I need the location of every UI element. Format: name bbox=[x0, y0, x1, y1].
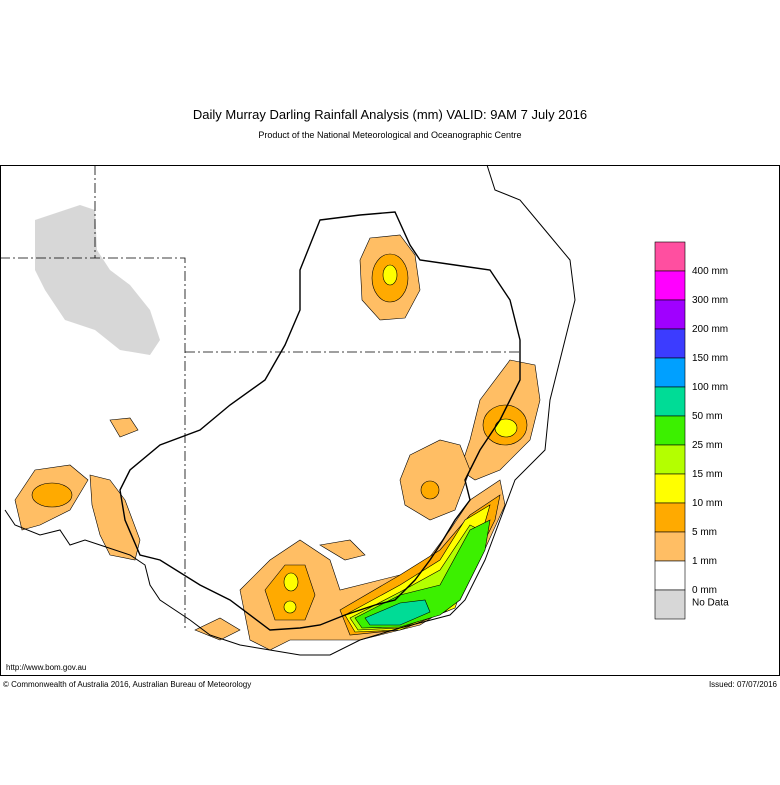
legend-label: 25 mm bbox=[692, 440, 723, 451]
legend-label: 200 mm bbox=[692, 324, 728, 335]
legend-swatch bbox=[654, 386, 686, 417]
legend-swatch bbox=[654, 531, 686, 562]
legend-label: 0 mm bbox=[692, 585, 717, 596]
title: Daily Murray Darling Rainfall Analysis (… bbox=[193, 107, 587, 122]
url: http://www.bom.gov.au bbox=[6, 663, 86, 672]
legend-swatch bbox=[654, 502, 686, 533]
legend-label: 150 mm bbox=[692, 353, 728, 364]
legend-swatch bbox=[654, 328, 686, 359]
legend-swatch bbox=[654, 270, 686, 301]
no-data-area bbox=[35, 205, 160, 355]
legend-swatch bbox=[654, 299, 686, 330]
legend-label: 1 mm bbox=[692, 556, 717, 567]
legend-swatch bbox=[654, 241, 686, 272]
legend-label: No Data bbox=[692, 598, 729, 609]
legend-label: 5 mm bbox=[692, 527, 717, 538]
map bbox=[0, 164, 780, 676]
legend-swatch bbox=[654, 473, 686, 504]
legend-swatch bbox=[654, 589, 686, 620]
subtitle: Product of the National Meteorological a… bbox=[258, 130, 521, 140]
legend-label: 400 mm bbox=[692, 266, 728, 277]
legend: 400 mm 300 mm 200 mm 150 mm 100 mm 50 mm 25 mm… bbox=[654, 241, 729, 620]
legend-label: 10 mm bbox=[692, 498, 723, 509]
legend-swatch bbox=[654, 560, 686, 591]
basin-boundary bbox=[119, 211, 521, 631]
coastline bbox=[4, 164, 576, 656]
state-borders bbox=[0, 165, 520, 630]
legend-label: 100 mm bbox=[692, 382, 728, 393]
issued: Issued: 07/07/2016 bbox=[709, 680, 778, 689]
rain-50mm bbox=[364, 599, 431, 626]
legend-label: 300 mm bbox=[692, 295, 728, 306]
legend-swatch bbox=[654, 357, 686, 388]
legend-swatch bbox=[654, 415, 686, 446]
legend-label: 15 mm bbox=[692, 469, 723, 480]
legend-swatch bbox=[654, 444, 686, 475]
legend-label: 50 mm bbox=[692, 411, 723, 422]
copyright: © Commonwealth of Australia 2016, Austra… bbox=[3, 680, 251, 689]
